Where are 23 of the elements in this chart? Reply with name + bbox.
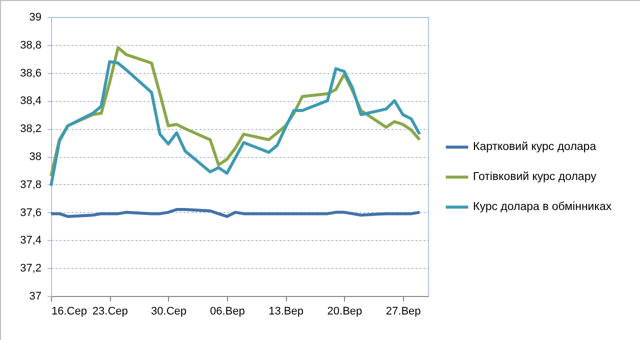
y-tick-label: 37,2 xyxy=(20,262,42,275)
y-tick-label: 37,8 xyxy=(20,178,42,191)
y-tick-label: 39 xyxy=(29,12,42,24)
x-tick-label: 30.Сер xyxy=(151,306,187,318)
x-tick-label: 27.Вер xyxy=(386,306,421,318)
x-tick-label: 23.Сер xyxy=(92,306,128,318)
y-tick-label: 38,4 xyxy=(20,95,42,108)
y-tick-label: 37,4 xyxy=(20,234,42,247)
legend-label: Готівковий курс долару xyxy=(473,171,597,184)
y-tick-label: 37 xyxy=(29,290,42,302)
y-tick-label: 38,2 xyxy=(20,123,42,136)
y-tick-label: 38,6 xyxy=(20,67,42,80)
y-tick-label: 38,8 xyxy=(20,39,42,52)
x-tick-label: 16.Сер xyxy=(52,306,87,318)
legend-label: Картковий курс долара xyxy=(473,141,597,154)
x-tick-label: 13.Вер xyxy=(268,306,304,318)
y-tick-label: 37,6 xyxy=(20,206,42,219)
x-tick-label: 06.Вер xyxy=(210,306,245,318)
y-tick-label: 38 xyxy=(29,151,42,163)
line-series xyxy=(50,60,422,188)
x-tick-label: 20.Вер xyxy=(327,306,362,318)
legend-label: Курс долара в обмінниках xyxy=(473,201,612,214)
line-series xyxy=(50,208,422,218)
